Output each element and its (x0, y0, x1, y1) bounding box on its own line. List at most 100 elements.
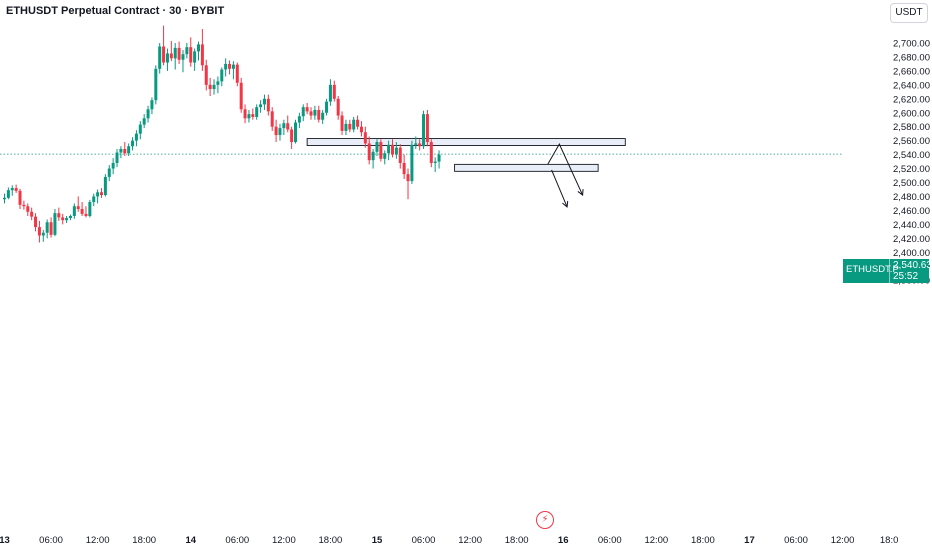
candle-body (26, 206, 30, 212)
candle-body (14, 188, 18, 191)
y-tick-label: 2,400.00 (893, 248, 930, 259)
arrow-head (562, 200, 569, 208)
x-tick-label: 12:00 (831, 535, 855, 546)
candle-body (235, 64, 239, 83)
x-tick-label: 06:00 (412, 535, 436, 546)
time-axis[interactable]: 13 06:00 12:00 18:00 14 06:00 12:00 18:00 15 06:0… (0, 535, 898, 546)
candle-body (169, 53, 173, 59)
price-axis[interactable]: 2,360.002,380.002,400.002,420.002,440.00… (893, 39, 930, 287)
candle-body (290, 129, 294, 143)
x-tick-label: 06:00 (598, 535, 622, 546)
y-tick-label: 2,420.00 (893, 234, 930, 245)
candle-body (92, 196, 96, 203)
y-tick-label: 2,520.00 (893, 164, 930, 175)
candle-body (53, 213, 57, 235)
x-tick-label: 18:0 (880, 535, 899, 546)
candle-body (363, 132, 367, 144)
bar-countdown: 25:52 (893, 271, 919, 282)
currency-button[interactable]: USDT (890, 3, 928, 23)
symbol-label: ETHUSDT.P (846, 264, 899, 275)
candle-body (173, 47, 177, 59)
x-tick-label: 12:00 (86, 535, 110, 546)
x-tick-label: 06:00 (784, 535, 808, 546)
candle-body (309, 111, 313, 116)
y-tick-label: 2,680.00 (893, 52, 930, 63)
y-tick-label: 2,580.00 (893, 122, 930, 133)
candle-body (340, 115, 344, 131)
y-tick-label: 2,700.00 (893, 39, 930, 50)
candle-body (383, 153, 387, 159)
candle-body (321, 112, 325, 120)
candle-body (96, 192, 100, 197)
candle-body (115, 152, 119, 163)
candle-body (294, 122, 297, 143)
candle-body (282, 123, 286, 129)
candle-body (344, 123, 348, 131)
candle-body (259, 104, 263, 108)
zone-rectangle (306, 138, 626, 146)
candle-body (375, 142, 379, 152)
y-tick-label: 2,640.00 (893, 80, 930, 91)
candle-body (131, 140, 135, 147)
candle-body (231, 64, 235, 69)
candle-body (185, 47, 189, 55)
candle-body (262, 98, 266, 105)
candle-body (286, 123, 290, 130)
candle-body (127, 146, 131, 154)
candle-body (100, 192, 103, 196)
candle-body (177, 47, 181, 60)
candle-body (387, 144, 391, 154)
candle-body (88, 202, 92, 216)
candle-body (220, 69, 224, 82)
candle-body (356, 119, 360, 127)
candle-body (45, 222, 49, 233)
lightning-icon[interactable]: ⚡ (536, 511, 554, 529)
y-tick-label: 2,460.00 (893, 206, 930, 217)
candle-body (57, 213, 61, 218)
candle-body (379, 142, 383, 159)
candle-body (371, 151, 375, 161)
candle-body (224, 63, 228, 70)
x-tick-label: 18:00 (132, 535, 156, 546)
candle-body (270, 111, 274, 127)
candle-body (80, 209, 84, 214)
y-tick-label: 2,560.00 (893, 136, 930, 147)
candle-body (418, 143, 422, 147)
candle-body (204, 65, 208, 85)
candle-body (398, 147, 402, 163)
candle-body (251, 114, 255, 117)
candle-body (76, 206, 80, 210)
candle-body (158, 46, 162, 69)
projection-arrows[interactable] (547, 143, 584, 208)
x-tick-label: 12:00 (644, 535, 668, 546)
support-resistance-zones[interactable] (306, 138, 626, 172)
candle-body (212, 84, 216, 90)
candle-body (6, 190, 10, 198)
candles (3, 25, 441, 243)
x-tick-label: 18:00 (691, 535, 715, 546)
candle-body (134, 133, 138, 141)
candle-body (433, 161, 437, 163)
candle-body (359, 126, 363, 133)
candle-body (352, 119, 356, 130)
candle-body (193, 51, 197, 63)
candle-body (111, 162, 115, 169)
x-tick-label: 13 (0, 535, 10, 546)
candle-body (68, 215, 72, 219)
candle-body (41, 232, 45, 236)
y-tick-label: 2,440.00 (893, 220, 930, 231)
candle-body (200, 44, 204, 66)
x-tick-label: 12:00 (272, 535, 296, 546)
candle-body (328, 84, 332, 102)
candle-body (22, 204, 26, 207)
candle-body (278, 128, 282, 136)
candle-body (18, 190, 22, 205)
candle-body (301, 107, 305, 117)
candle-body (142, 118, 146, 125)
candle-body (239, 82, 243, 110)
candle-body (317, 109, 321, 120)
candle-body (3, 197, 6, 200)
candle-body (243, 109, 247, 119)
candle-body (348, 123, 352, 130)
